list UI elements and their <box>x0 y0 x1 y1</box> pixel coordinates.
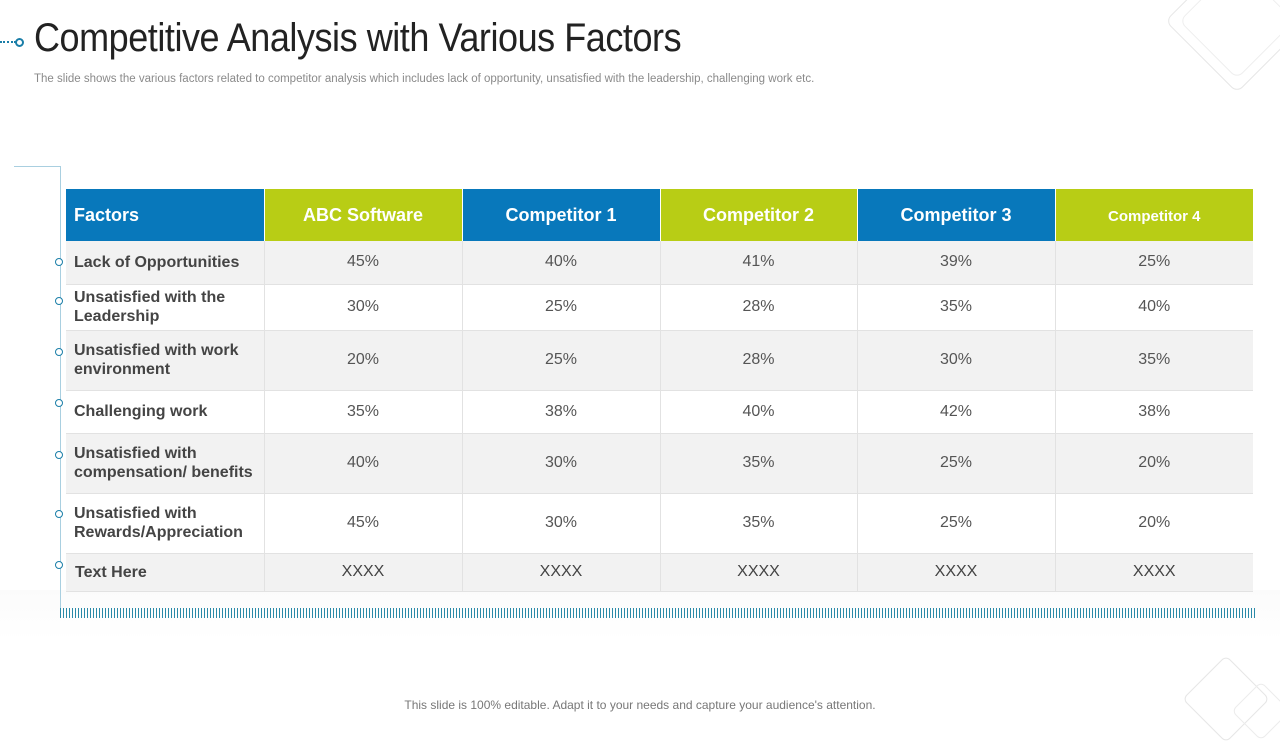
value-cell: 40% <box>264 433 463 494</box>
factor-label: Unsatisfied with the Leadership <box>66 284 265 331</box>
value-cell: 35% <box>264 390 463 434</box>
row-marker-dot-icon <box>55 399 63 407</box>
slide-title: Competitive Analysis with Various Factor… <box>34 16 682 60</box>
value-cell: 25% <box>857 493 1056 554</box>
value-cell: 25% <box>857 433 1056 494</box>
value-cell: 25% <box>462 330 661 391</box>
row-marker-dot-icon <box>55 258 63 266</box>
header-competitor-2: Competitor 2 <box>660 189 858 241</box>
factor-label: Text Here <box>66 553 265 592</box>
title-marker-icon <box>0 38 24 47</box>
header-abc-software: ABC Software <box>264 189 463 241</box>
value-cell: 45% <box>264 493 463 554</box>
value-cell: 20% <box>264 330 463 391</box>
value-cell: 42% <box>857 390 1056 434</box>
factor-label: Unsatisfied with Rewards/Appreciation <box>66 493 265 554</box>
table-header-row: Factors ABC Software Competitor 1 Compet… <box>66 189 1253 241</box>
value-cell: XXXX <box>462 553 661 592</box>
hatched-baseline <box>60 608 1256 618</box>
value-cell: 25% <box>1055 241 1253 285</box>
row-marker-dot-icon <box>55 348 63 356</box>
value-cell: 40% <box>462 241 661 285</box>
value-cell: 30% <box>857 330 1056 391</box>
value-cell: 40% <box>1055 284 1253 331</box>
value-cell: 30% <box>462 433 661 494</box>
factor-label: Lack of Opportunities <box>66 241 265 285</box>
value-cell: 28% <box>660 330 858 391</box>
value-cell: 30% <box>462 493 661 554</box>
table-row: Challenging work 35% 38% 40% 42% 38% <box>66 390 1253 434</box>
value-cell: 35% <box>857 284 1056 331</box>
factor-label: Unsatisfied with work environment <box>66 330 265 391</box>
value-cell: 35% <box>1055 330 1253 391</box>
value-cell: 30% <box>264 284 463 331</box>
value-cell: 45% <box>264 241 463 285</box>
value-cell: 35% <box>660 493 858 554</box>
factor-label: Unsatisfied with compensation/ benefits <box>66 433 265 494</box>
row-marker-dot-icon <box>55 561 63 569</box>
row-marker-dot-icon <box>55 297 63 305</box>
table-row: Unsatisfied with compensation/ benefits … <box>66 433 1253 494</box>
value-cell: XXXX <box>660 553 858 592</box>
value-cell: 20% <box>1055 433 1253 494</box>
table-row: Unsatisfied with the Leadership 30% 25% … <box>66 284 1253 331</box>
value-cell: 35% <box>660 433 858 494</box>
value-cell: XXXX <box>857 553 1056 592</box>
table-row: Unsatisfied with work environment 20% 25… <box>66 330 1253 391</box>
header-competitor-1: Competitor 1 <box>462 189 661 241</box>
value-cell: 41% <box>660 241 858 285</box>
table-row: Lack of Opportunities 45% 40% 41% 39% 25… <box>66 241 1253 285</box>
value-cell: 39% <box>857 241 1056 285</box>
timeline-bracket <box>14 166 61 617</box>
value-cell: XXXX <box>1055 553 1253 592</box>
value-cell: 38% <box>1055 390 1253 434</box>
value-cell: 38% <box>462 390 661 434</box>
value-cell: 40% <box>660 390 858 434</box>
table-row: Text Here XXXX XXXX XXXX XXXX XXXX <box>66 553 1253 592</box>
value-cell: 28% <box>660 284 858 331</box>
header-factors: Factors <box>66 189 265 241</box>
slide-footer-note: This slide is 100% editable. Adapt it to… <box>404 698 876 712</box>
factor-label: Challenging work <box>66 390 265 434</box>
header-competitor-4: Competitor 4 <box>1055 189 1253 241</box>
slide-subtitle: The slide shows the various factors rela… <box>34 73 815 85</box>
header-competitor-3: Competitor 3 <box>857 189 1056 241</box>
value-cell: 20% <box>1055 493 1253 554</box>
table-row: Unsatisfied with Rewards/Appreciation 45… <box>66 493 1253 554</box>
row-marker-dot-icon <box>55 510 63 518</box>
row-marker-dot-icon <box>55 451 63 459</box>
value-cell: 25% <box>462 284 661 331</box>
value-cell: XXXX <box>264 553 463 592</box>
competitive-analysis-table: Factors ABC Software Competitor 1 Compet… <box>66 189 1253 592</box>
